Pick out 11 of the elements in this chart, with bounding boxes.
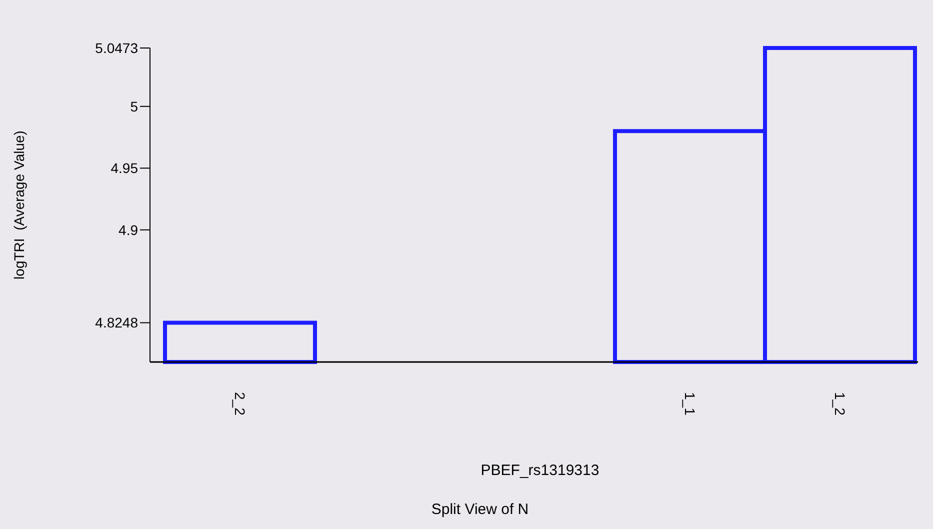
text: Split View of N [431, 501, 529, 518]
x-axis-title: PBEF_rs1319313 [480, 462, 600, 479]
x-tick-label: 2_2 [232, 392, 248, 416]
y-tick-label: 4.9 [118, 222, 138, 238]
x-tick-label: 1_2 [832, 392, 848, 416]
y-tick-label: 4.95 [110, 160, 138, 176]
y-tick-label: 5 [130, 98, 138, 114]
y-tick-label: 4.8248 [95, 314, 138, 331]
y-tick-label: 5.0473 [95, 40, 138, 56]
x-tick-label: 1_1 [682, 392, 698, 416]
y-axis-title: logTRI (Average Value) [11, 130, 27, 280]
